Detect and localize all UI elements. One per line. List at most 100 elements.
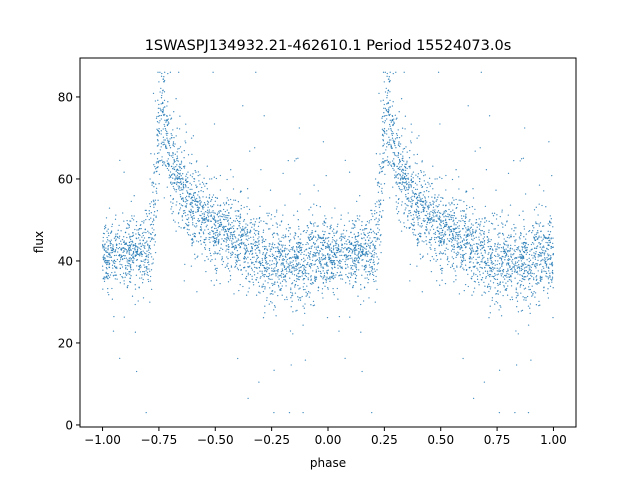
data-point <box>493 212 496 214</box>
data-point <box>213 204 215 206</box>
data-point <box>176 201 178 203</box>
data-point <box>549 224 551 227</box>
data-point <box>509 258 511 261</box>
data-point <box>193 225 196 227</box>
data-point <box>490 222 493 225</box>
data-point <box>168 164 170 166</box>
data-point <box>279 240 281 242</box>
data-point <box>141 253 144 256</box>
data-point <box>382 145 384 147</box>
data-point <box>379 244 381 246</box>
data-point <box>186 203 188 205</box>
data-point <box>272 232 275 234</box>
data-point <box>466 242 468 244</box>
data-point <box>406 183 408 185</box>
data-point <box>230 233 232 235</box>
data-point <box>162 109 165 111</box>
data-point <box>538 255 541 257</box>
data-point <box>260 220 262 222</box>
data-point <box>113 259 116 261</box>
data-point <box>499 267 501 269</box>
data-point <box>312 282 315 284</box>
data-point <box>275 259 277 261</box>
data-point <box>491 297 494 299</box>
data-point <box>547 223 549 225</box>
data-point <box>239 246 241 249</box>
data-point <box>370 209 372 212</box>
data-point <box>397 154 399 156</box>
data-point <box>157 115 160 117</box>
data-point <box>492 282 495 284</box>
data-point <box>149 224 152 226</box>
data-point <box>427 207 429 209</box>
data-point <box>203 206 205 208</box>
data-point <box>373 274 375 277</box>
data-point <box>191 244 193 247</box>
data-point <box>228 212 230 214</box>
data-point <box>128 224 130 226</box>
data-point <box>519 284 522 286</box>
data-point <box>103 257 105 259</box>
data-point <box>305 295 307 297</box>
data-point <box>456 203 459 206</box>
data-point <box>307 252 310 254</box>
data-point <box>382 210 384 212</box>
data-point <box>194 253 196 255</box>
data-point <box>120 248 123 250</box>
data-point <box>230 254 232 256</box>
data-point <box>416 162 418 165</box>
data-point <box>284 255 287 257</box>
data-point <box>503 248 505 251</box>
data-point <box>551 174 553 177</box>
data-point <box>552 237 554 239</box>
data-point <box>166 124 168 126</box>
data-point <box>312 300 315 303</box>
data-point <box>106 268 108 270</box>
data-point <box>478 236 480 238</box>
data-point <box>420 171 423 173</box>
data-point <box>233 293 235 295</box>
data-point <box>161 156 163 158</box>
data-point <box>515 248 518 251</box>
data-point <box>229 217 231 219</box>
data-point <box>311 259 314 262</box>
data-point <box>386 75 388 77</box>
data-point <box>222 202 225 204</box>
data-point <box>167 121 169 123</box>
data-point <box>416 196 418 199</box>
data-point <box>251 262 253 265</box>
data-point <box>153 214 155 216</box>
data-point <box>378 172 381 174</box>
data-point <box>510 256 513 258</box>
data-point <box>489 312 491 314</box>
data-point <box>210 200 212 202</box>
data-point <box>475 229 477 231</box>
data-point <box>481 261 483 263</box>
data-point <box>484 221 486 223</box>
data-point <box>143 259 145 261</box>
data-point <box>232 227 235 230</box>
data-point <box>113 251 115 253</box>
data-point <box>173 136 175 139</box>
data-point <box>529 265 531 267</box>
data-point <box>409 165 411 167</box>
data-point <box>243 266 245 269</box>
data-point <box>511 248 514 250</box>
data-point <box>303 260 305 263</box>
data-point <box>322 141 325 143</box>
data-point <box>433 216 435 218</box>
data-point <box>151 263 153 265</box>
data-point <box>305 243 307 246</box>
data-point <box>431 255 433 258</box>
data-point <box>335 232 337 234</box>
data-point <box>511 296 513 298</box>
data-point <box>211 226 213 228</box>
data-point <box>253 228 255 230</box>
data-point <box>114 271 116 273</box>
data-point <box>465 242 467 244</box>
data-point <box>287 235 290 238</box>
data-point <box>171 206 173 208</box>
data-point <box>389 197 391 199</box>
data-point <box>411 200 413 202</box>
